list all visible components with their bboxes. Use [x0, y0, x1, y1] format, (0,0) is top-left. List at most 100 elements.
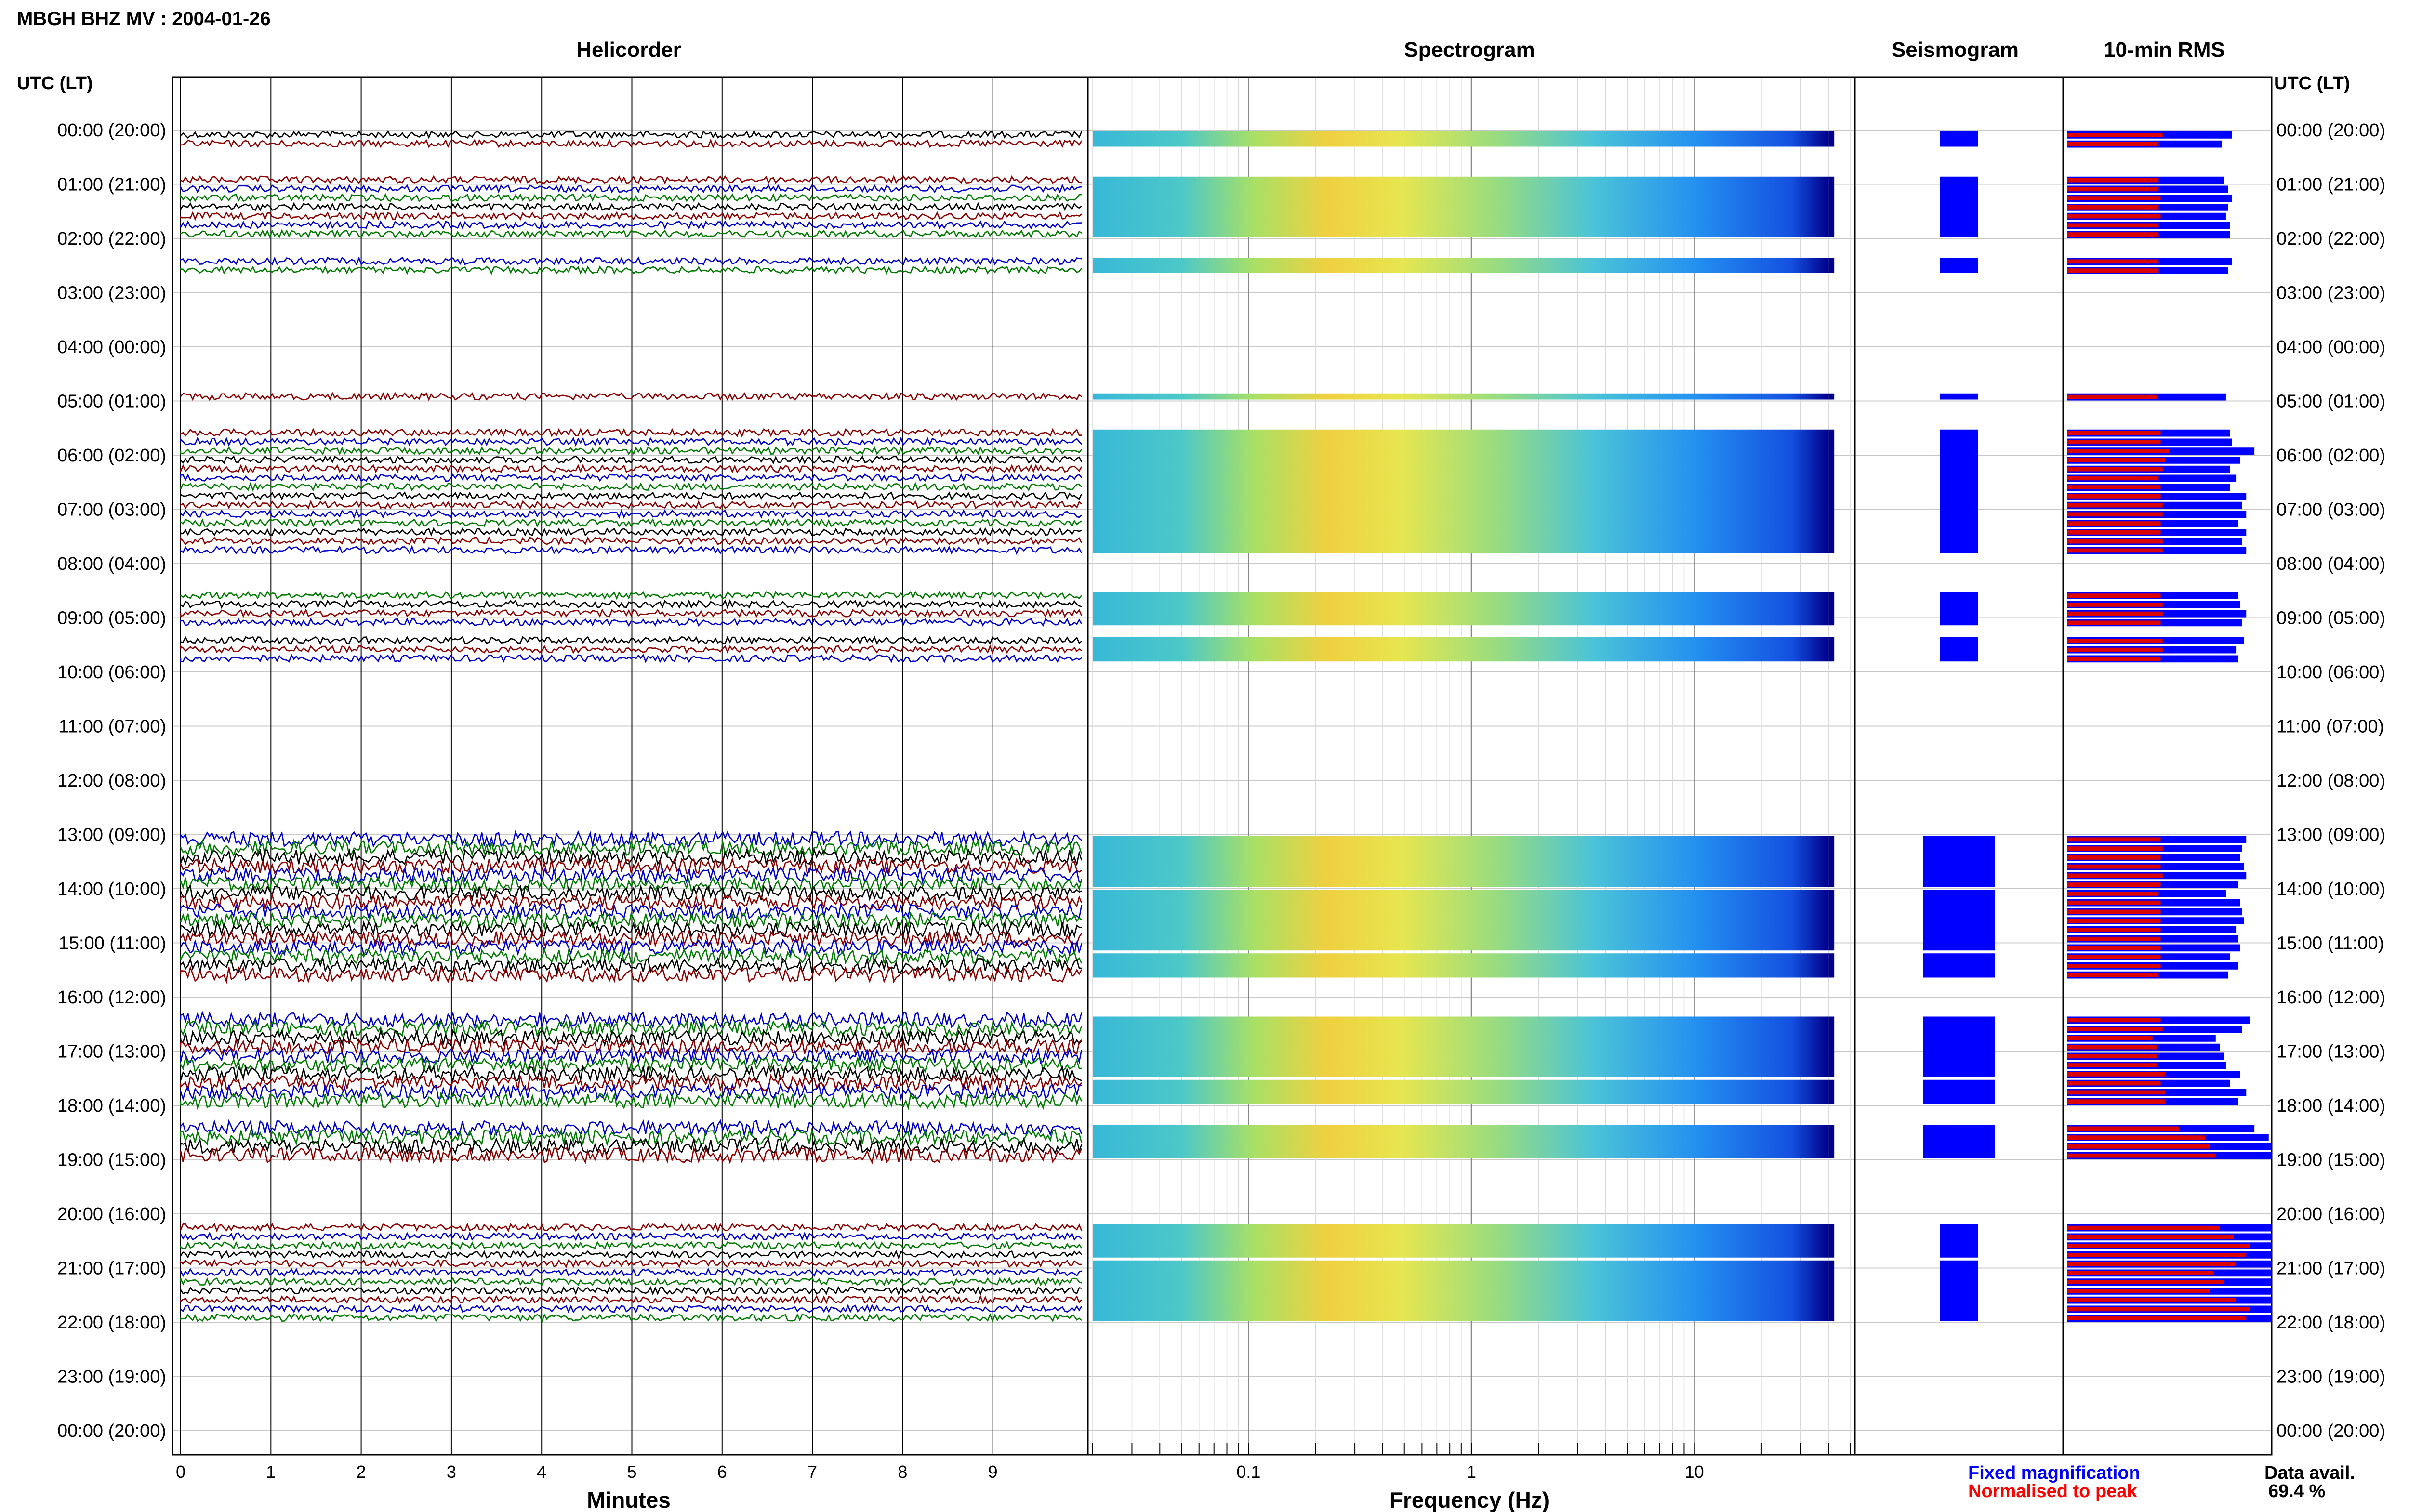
- rms-normalised-bar: [2067, 647, 2163, 652]
- helicorder-trace: [180, 1268, 1082, 1277]
- minute-tick-label: 9: [988, 1462, 998, 1482]
- time-label-right: 03:00 (23:00): [2277, 283, 2385, 303]
- spectrogram-band: [1093, 429, 1829, 553]
- rms-normalised-bar: [2067, 512, 2163, 517]
- helicorder-trace: [180, 1010, 1083, 1029]
- rms-normalised-bar: [2067, 268, 2159, 273]
- time-label-left: 11:00 (07:00): [59, 717, 166, 737]
- helicorder-trace: [180, 920, 1082, 939]
- rms-normalised-bar: [2067, 964, 2161, 968]
- rms-normalised-bar: [2067, 1262, 2237, 1266]
- rms-normalised-bar: [2067, 1099, 2165, 1104]
- rms-normalised-bar: [2067, 1289, 2210, 1293]
- helicorder-trace: [180, 866, 1082, 885]
- rms-normalised-bar: [2067, 864, 2161, 869]
- panel-frames: [172, 76, 2273, 1456]
- rms-normalised-bar: [2067, 1253, 2247, 1257]
- rms-normalised-bar: [2067, 1072, 2165, 1077]
- helicorder-trace: [180, 1231, 1082, 1242]
- helicorder-trace: [180, 265, 1083, 275]
- rms-normalised-bar: [2067, 900, 2161, 905]
- spectrogram-band-edge: [1828, 1224, 1835, 1258]
- rms-normalised-bar: [2067, 232, 2159, 237]
- rms-normalised-bar: [2067, 620, 2161, 625]
- rms-normalised-bar: [2067, 1144, 2210, 1149]
- spectrogram-band: [1093, 836, 1829, 887]
- rms-normalised-bar: [2067, 1036, 2153, 1040]
- rms-normalised-bar: [2067, 846, 2163, 851]
- helicorder-trace: [180, 491, 1083, 501]
- helicorder-trace: [180, 175, 1082, 184]
- rms-normalised-bar: [2067, 873, 2163, 878]
- rms-normalised-bar: [2067, 133, 2163, 137]
- rms-normalised-bar: [2067, 936, 2161, 941]
- helicorder-trace: [180, 392, 1082, 402]
- helicorder-trace: [180, 536, 1083, 546]
- rms-normalised-bar: [2067, 1225, 2220, 1230]
- time-label-right: 05:00 (01:00): [2277, 392, 2385, 412]
- helicorder-trace: [180, 500, 1082, 510]
- spectrogram-band-edge: [1828, 1079, 1835, 1104]
- rms-normalised-bar: [2067, 539, 2163, 544]
- helicorder-trace: [180, 902, 1083, 921]
- seismogram-band: [1923, 1125, 1995, 1158]
- minute-tick-label: 0: [176, 1462, 185, 1482]
- time-label-left: 22:00 (18:00): [57, 1313, 166, 1333]
- spectrogram-band-edge: [1828, 953, 1835, 978]
- rms-normalised-bar: [2067, 485, 2161, 489]
- rms-normalised-bar: [2067, 503, 2163, 508]
- helicorder-trace: [180, 937, 1083, 957]
- spectrogram-band: [1093, 1125, 1829, 1158]
- helicorder-trace: [180, 256, 1082, 266]
- spectrogram-title: Spectrogram: [1404, 38, 1535, 62]
- time-label-right: 00:00 (20:00): [2277, 1421, 2385, 1441]
- seismogram-band: [1940, 1224, 1978, 1258]
- time-label-left: 09:00 (05:00): [57, 608, 166, 629]
- time-label-left: 19:00 (15:00): [57, 1150, 166, 1170]
- frequency-tick-label: 1: [1467, 1462, 1476, 1482]
- rms-normalised-bar: [2067, 223, 2159, 228]
- time-label-left: 03:00 (23:00): [57, 283, 166, 303]
- rms-normalised-bar: [2067, 1018, 2161, 1023]
- seismogram-band: [1940, 429, 1978, 553]
- rms-normalised-bar: [2067, 1153, 2216, 1158]
- helicorder-trace: [180, 436, 1082, 447]
- helicorder-trace: [180, 848, 1083, 867]
- rms-normalised-bar: [2067, 214, 2161, 219]
- time-label-left: 00:00 (20:00): [57, 1421, 166, 1441]
- time-label-right: 00:00 (20:00): [2277, 120, 2385, 141]
- time-label-right: 23:00 (19:00): [2277, 1367, 2385, 1387]
- spectrogram-band: [1093, 176, 1829, 237]
- rms-normalised-bar: [2067, 530, 2161, 535]
- time-label-right: 09:00 (05:00): [2277, 608, 2385, 629]
- minute-tick-label: 4: [537, 1462, 546, 1482]
- seismogram-band: [1940, 393, 1978, 400]
- helicorder-trace: [180, 455, 1083, 465]
- spectrogram-band: [1093, 393, 1829, 400]
- seismogram-band: [1940, 637, 1978, 662]
- rms-normalised-bar: [2067, 603, 2163, 607]
- seismogram-band: [1923, 1079, 1995, 1104]
- helicorder-trace: [180, 1137, 1083, 1156]
- spectrogram-band-edge: [1828, 1260, 1835, 1321]
- helicorder-trace: [180, 1249, 1082, 1260]
- helicorder-trace: [180, 229, 1082, 239]
- seismogram-band: [1940, 1260, 1978, 1321]
- helicorder-trace: [180, 1019, 1083, 1038]
- seismogram-band: [1940, 131, 1978, 147]
- rms-normalised-bar: [2067, 1235, 2234, 1239]
- seismogram-band: [1940, 592, 1978, 626]
- spectrogram-band-edge: [1828, 176, 1835, 237]
- time-label-right: 18:00 (14:00): [2277, 1096, 2385, 1116]
- spectrogram-bands: [1093, 131, 1835, 1321]
- seismogram-bands: [1923, 131, 1995, 1321]
- time-label-right: 07:00 (03:00): [2277, 500, 2385, 520]
- rms-normalised-bar: [2067, 1090, 2165, 1095]
- minute-tick-label: 1: [266, 1462, 276, 1482]
- rms-normalised-bar: [2067, 955, 2161, 959]
- spectrogram-band: [1093, 890, 1829, 951]
- time-label-left: 14:00 (10:00): [57, 879, 166, 899]
- rms-bars: [2067, 131, 2271, 1322]
- spectrogram-band: [1093, 258, 1829, 273]
